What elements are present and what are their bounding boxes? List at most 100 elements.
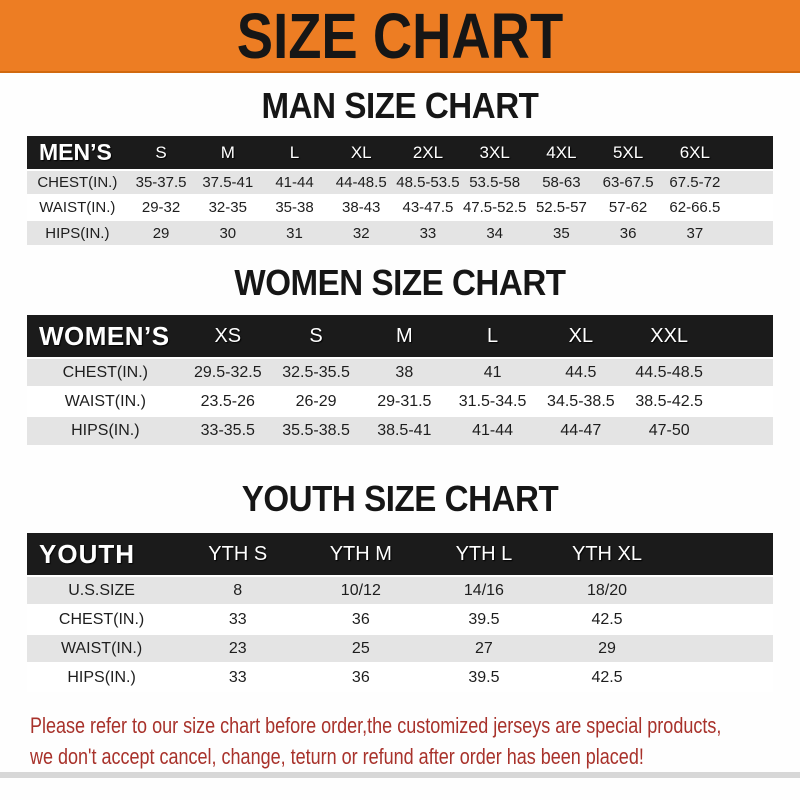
size-value: 36: [299, 662, 423, 692]
row-label: WAIST(IN.): [27, 194, 128, 220]
size-value: 39.5: [422, 604, 546, 634]
size-value: 38-43: [327, 194, 395, 220]
size-value: 31: [261, 219, 328, 245]
row-label: CHEST(IN.): [27, 357, 184, 387]
bottom-edge-strip: [0, 772, 800, 778]
row-label: HIPS(IN.): [27, 662, 177, 692]
column-header: XL: [327, 136, 395, 170]
column-header: XS: [183, 315, 272, 358]
women-size-section: WOMEN SIZE CHART WOMEN’S XS S M L XL XXL CHEST(…: [0, 265, 800, 445]
youth-size-table: YOUTH YTH S YTH M YTH L YTH XL U.S.SIZE 8 10/12…: [27, 533, 773, 692]
page-title: SIZE CHART: [236, 0, 564, 72]
men-size-table-wrap: MEN’S S M L XL 2XL 3XL 4XL 5XL 6XL CHEST(IN.) 35-37…: [27, 136, 773, 245]
youth-section-heading: YOUTH SIZE CHART: [241, 478, 559, 519]
size-value: 18/20: [545, 575, 669, 605]
column-header: L: [261, 136, 328, 170]
column-header: XXL: [624, 315, 714, 358]
order-notice: Please refer to our size chart before or…: [0, 710, 800, 772]
size-value: 33: [176, 662, 300, 692]
spacer-cell: [728, 136, 773, 170]
size-value: 31.5-34.5: [448, 386, 537, 416]
women-size-table: WOMEN’S XS S M L XL XXL CHEST(IN.) 29.5-32.5 32.5…: [27, 315, 773, 445]
size-value: 27: [422, 633, 546, 663]
spacer-cell: [728, 194, 773, 220]
row-label: WAIST(IN.): [27, 633, 177, 663]
size-value: 14/16: [422, 575, 546, 605]
size-value: 34: [461, 219, 529, 245]
column-header: YTH L: [422, 533, 546, 576]
men-section-heading: MAN SIZE CHART: [261, 85, 539, 126]
table-title-cell: YOUTH: [27, 533, 177, 576]
column-header: 2XL: [394, 136, 462, 170]
size-value: 36: [594, 219, 662, 245]
row-label: CHEST(IN.): [27, 169, 128, 195]
size-value: 34.5-38.5: [536, 386, 625, 416]
women-size-table-wrap: WOMEN’S XS S M L XL XXL CHEST(IN.) 29.5-32.5 32.5…: [27, 315, 773, 445]
column-header: YTH XL: [545, 533, 669, 576]
column-header: 4XL: [528, 136, 595, 170]
youth-size-table-wrap: YOUTH YTH S YTH M YTH L YTH XL U.S.SIZE 8 10/12…: [27, 533, 773, 692]
column-header: YTH M: [299, 533, 423, 576]
size-value: 44.5-48.5: [624, 357, 714, 387]
size-value: 35.5-38.5: [271, 415, 361, 445]
size-value: 44-47: [536, 415, 625, 445]
size-value: 33: [176, 604, 300, 634]
women-section-heading: WOMEN SIZE CHART: [234, 262, 566, 303]
spacer-cell: [713, 415, 773, 445]
size-value: 57-62: [594, 194, 662, 220]
column-header: XL: [536, 315, 625, 358]
size-value: 38.5-42.5: [624, 386, 714, 416]
size-value: 8: [176, 575, 300, 605]
men-size-table: MEN’S S M L XL 2XL 3XL 4XL 5XL 6XL CHEST(IN.) 35-37…: [27, 136, 773, 245]
spacer-cell: [668, 533, 773, 576]
table-title-cell: WOMEN’S: [27, 315, 184, 358]
size-value: 23: [176, 633, 300, 663]
spacer-cell: [728, 169, 773, 195]
size-value: 33-35.5: [183, 415, 272, 445]
size-value: 29-31.5: [360, 386, 449, 416]
size-value: 62-66.5: [661, 194, 729, 220]
men-size-section: MAN SIZE CHART MEN’S S M L XL 2XL 3XL 4XL 5XL 6XL…: [0, 88, 800, 245]
size-value: 48.5-53.5: [394, 169, 462, 195]
size-value: 25: [299, 633, 423, 663]
size-value: 35-38: [261, 194, 328, 220]
size-value: 58-63: [528, 169, 595, 195]
table-title-cell: MEN’S: [27, 136, 128, 170]
size-value: 42.5: [545, 662, 669, 692]
size-value: 37: [661, 219, 729, 245]
spacer-cell: [713, 386, 773, 416]
row-label: HIPS(IN.): [27, 415, 184, 445]
size-value: 35: [528, 219, 595, 245]
size-value: 38: [360, 357, 449, 387]
column-header: YTH S: [176, 533, 300, 576]
column-header: L: [448, 315, 537, 358]
column-header: 3XL: [461, 136, 529, 170]
spacer-cell: [713, 357, 773, 387]
size-value: 29.5-32.5: [183, 357, 272, 387]
size-value: 37.5-41: [194, 169, 262, 195]
size-value: 41: [448, 357, 537, 387]
size-value: 29: [127, 219, 195, 245]
size-value: 23.5-26: [183, 386, 272, 416]
size-value: 29: [545, 633, 669, 663]
size-value: 42.5: [545, 604, 669, 634]
size-value: 32.5-35.5: [271, 357, 361, 387]
column-header: S: [127, 136, 195, 170]
size-value: 41-44: [448, 415, 537, 445]
column-header: M: [194, 136, 262, 170]
spacer-cell: [668, 633, 773, 663]
column-header: M: [360, 315, 449, 358]
size-value: 44.5: [536, 357, 625, 387]
column-header: S: [271, 315, 361, 358]
spacer-cell: [668, 604, 773, 634]
notice-line-1: Please refer to our size chart before or…: [30, 713, 722, 738]
size-value: 63-67.5: [594, 169, 662, 195]
size-value: 30: [194, 219, 262, 245]
size-value: 41-44: [261, 169, 328, 195]
row-label: CHEST(IN.): [27, 604, 177, 634]
size-value: 44-48.5: [327, 169, 395, 195]
size-chart-banner: SIZE CHART: [0, 0, 800, 73]
size-value: 47.5-52.5: [461, 194, 529, 220]
size-value: 29-32: [127, 194, 195, 220]
row-label: HIPS(IN.): [27, 219, 128, 245]
